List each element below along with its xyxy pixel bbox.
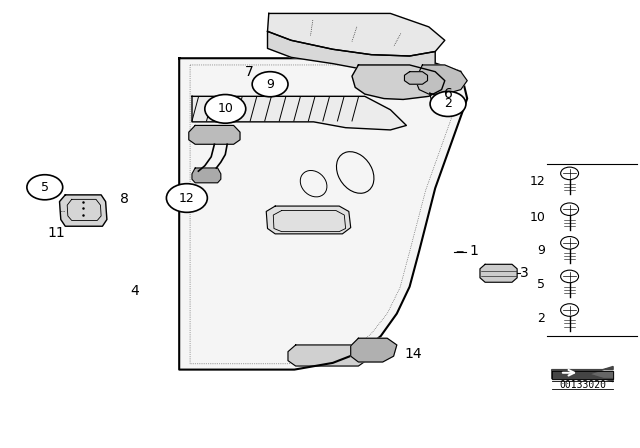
- Polygon shape: [351, 338, 397, 362]
- Text: 1: 1: [469, 244, 478, 258]
- Polygon shape: [552, 371, 613, 379]
- Text: 12: 12: [529, 175, 545, 188]
- Polygon shape: [192, 96, 406, 130]
- Text: 5: 5: [41, 181, 49, 194]
- Text: 2: 2: [538, 311, 545, 325]
- Polygon shape: [268, 31, 435, 73]
- Circle shape: [27, 175, 63, 200]
- Text: 2: 2: [444, 97, 452, 111]
- Text: 8: 8: [120, 192, 129, 207]
- Polygon shape: [352, 65, 445, 99]
- Text: 10: 10: [529, 211, 545, 224]
- Text: 5: 5: [538, 278, 545, 291]
- Polygon shape: [416, 65, 467, 94]
- Text: 7: 7: [245, 65, 254, 79]
- Text: 00133020: 00133020: [559, 380, 606, 390]
- Polygon shape: [288, 345, 366, 366]
- Text: 6: 6: [444, 87, 452, 101]
- Text: 4: 4: [130, 284, 139, 298]
- Text: 11: 11: [47, 226, 65, 240]
- Polygon shape: [60, 195, 107, 226]
- Text: 9: 9: [266, 78, 274, 91]
- Polygon shape: [192, 168, 221, 183]
- Circle shape: [205, 95, 246, 123]
- Polygon shape: [266, 206, 351, 234]
- Polygon shape: [404, 72, 428, 84]
- Polygon shape: [552, 366, 613, 382]
- Text: 3: 3: [520, 266, 529, 280]
- Text: 10: 10: [218, 102, 233, 116]
- Circle shape: [430, 91, 466, 116]
- Circle shape: [252, 72, 288, 97]
- Circle shape: [166, 184, 207, 212]
- Polygon shape: [268, 13, 445, 56]
- Text: 14: 14: [404, 347, 422, 361]
- Text: 9: 9: [538, 244, 545, 258]
- Polygon shape: [189, 125, 240, 144]
- Text: 12: 12: [179, 191, 195, 205]
- Polygon shape: [480, 264, 517, 282]
- Polygon shape: [179, 58, 467, 370]
